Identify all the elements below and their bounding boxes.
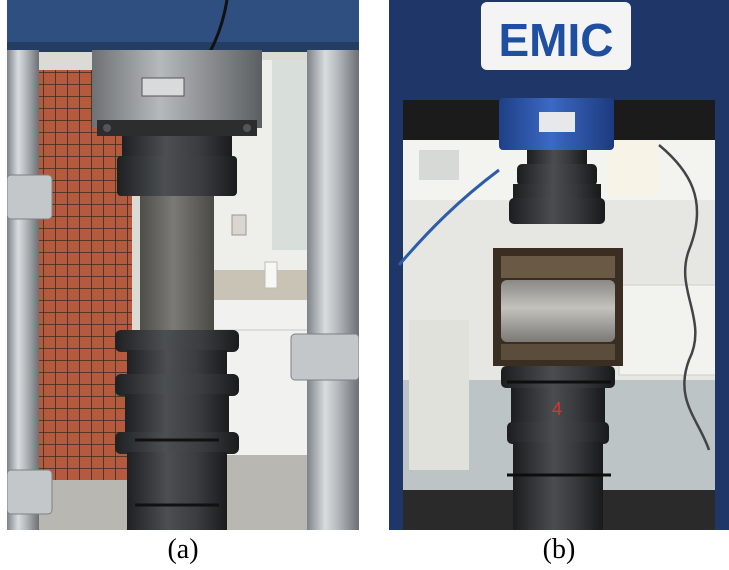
machine-logo-text: EMIC (499, 14, 614, 66)
caption-b: (b) (542, 534, 576, 565)
photo-compression-test (7, 0, 359, 530)
photo-panel-a (7, 0, 359, 530)
specimen-mark-label: 4 (552, 399, 562, 419)
caption-a: (a) (167, 534, 199, 565)
photo-panel-b: EMIC 4 (389, 0, 729, 530)
photo-splitting-tensile-test: EMIC 4 (389, 0, 729, 530)
